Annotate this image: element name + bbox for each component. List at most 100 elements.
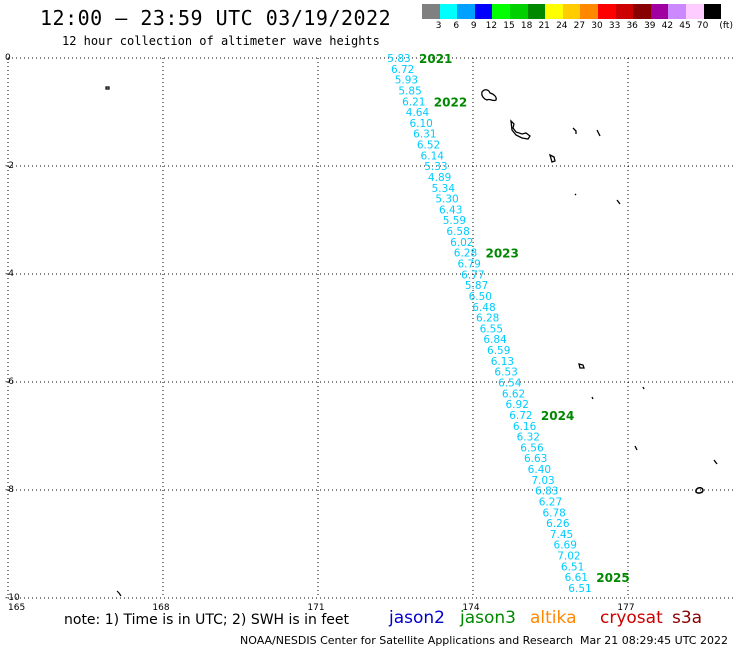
island: [713, 459, 718, 465]
swh-value: 6.50: [469, 291, 492, 303]
swh-value: 6.51: [568, 583, 591, 595]
colorbar-label: 3: [435, 21, 442, 31]
swh-value: 6.83: [535, 486, 558, 498]
hour-label: 2025: [596, 571, 629, 585]
page-subtitle: 12 hour collection of altimeter wave hei…: [62, 34, 380, 48]
colorbar-label: 12: [485, 21, 498, 31]
island: [574, 193, 577, 196]
y-tick-label: -8: [5, 485, 14, 495]
swh-value: 7.45: [550, 529, 573, 541]
swh-value: 6.31: [413, 129, 436, 141]
hour-label: 2021: [419, 52, 452, 66]
swh-value: 6.63: [524, 453, 547, 465]
colorbar-swatch: [457, 4, 475, 19]
credit-text: NOAA/NESDIS Center for Satellite Applica…: [240, 634, 574, 647]
swh-value: 6.26: [546, 518, 570, 530]
island: [548, 153, 556, 163]
tick-labels: 165 168 171 174 177 0 -2 -4 -6 -8 -10: [5, 53, 635, 613]
island: [481, 89, 497, 102]
x-tick-label: 165: [8, 603, 25, 613]
swh-value: 6.55: [480, 323, 503, 335]
island: [105, 86, 110, 90]
colorbar-swatch: [703, 4, 722, 19]
island: [642, 386, 645, 390]
swh-value: 6.10: [409, 118, 432, 130]
swh-value: 7.03: [531, 475, 554, 487]
swh-value: 6.14: [421, 150, 445, 162]
swh-value: 7.02: [557, 551, 580, 563]
page-title: 12:00 – 23:59 UTC 03/19/2022: [40, 6, 392, 30]
swh-value: 5.83: [387, 53, 410, 65]
hour-label: 2024: [541, 409, 574, 423]
swh-value: 6.79: [457, 259, 480, 271]
swh-value: 6.51: [561, 561, 584, 573]
colorbar-swatch: [545, 4, 563, 19]
x-tick-label: 174: [462, 603, 479, 613]
island: [591, 396, 594, 400]
x-tick-label: 168: [152, 603, 169, 613]
island: [695, 487, 704, 494]
swh-value: 6.78: [542, 507, 565, 519]
swh-value: 6.16: [513, 421, 537, 433]
colorbar-label: 42: [661, 21, 674, 31]
swh-value: 6.27: [539, 496, 562, 508]
y-tick-label: -6: [5, 377, 14, 387]
island: [578, 363, 585, 369]
colorbar-swatch: [562, 4, 581, 19]
swh-value: 6.61: [565, 572, 588, 584]
colorbar-swatch: [668, 4, 686, 19]
footer-note: note: 1) Time is in UTC; 2) SWH is in fe…: [64, 612, 350, 628]
colorbar-label: 27: [573, 21, 586, 31]
island-outlines: [105, 86, 718, 597]
swh-value: 4.64: [406, 107, 430, 119]
satellite-jason2: jason2: [389, 608, 445, 628]
y-tick-label: -4: [5, 269, 14, 279]
swh-value: 6.92: [506, 399, 529, 411]
colorbar-swatch: [650, 4, 669, 19]
y-tick-label: -10: [5, 593, 20, 603]
colorbar-label: 39: [644, 21, 656, 31]
swh-value: 6.72: [391, 64, 414, 76]
island: [634, 445, 638, 451]
colorbar-swatch: [633, 4, 651, 19]
satellite-s3a: s3a: [672, 608, 703, 628]
swh-value: 6.02: [450, 237, 473, 249]
swh-value: 6.72: [509, 410, 532, 422]
island: [596, 129, 601, 137]
swh-value: 6.43: [439, 204, 462, 216]
swh-value: 6.13: [491, 356, 514, 368]
island: [572, 127, 577, 134]
hour-label: 2022: [434, 95, 467, 109]
colorbar-swatch: [597, 4, 616, 19]
island: [510, 119, 531, 140]
y-tick-label: 0: [5, 53, 11, 63]
swh-value: 5.33: [424, 161, 447, 173]
grid-lines: [7, 57, 733, 599]
x-tick-label: 171: [307, 603, 324, 613]
swh-value: 6.58: [446, 226, 469, 238]
swh-value: 6.62: [502, 388, 525, 400]
colorbar-label: 30: [591, 21, 603, 31]
y-tick-label: -2: [5, 161, 14, 171]
swh-value: 5.87: [465, 280, 488, 292]
swh-track: 5.836.725.935.856.214.646.106.316.526.14…: [387, 53, 591, 595]
hour-label: 2023: [485, 247, 518, 261]
colorbar-label: (ft): [719, 21, 733, 31]
colorbar-label: 70: [696, 21, 709, 31]
x-tick-label: 177: [617, 603, 634, 613]
colorbar-label: 36: [626, 21, 638, 31]
swh-value: 6.53: [494, 367, 517, 379]
satellite-altika: altika: [530, 608, 577, 628]
colorbar-swatch: [580, 4, 598, 19]
colorbar-label: 15: [503, 21, 515, 31]
satellite-cryosat: cryosat: [600, 608, 663, 628]
colorbar-label: 45: [679, 21, 691, 31]
colorbar-label: 33: [608, 21, 621, 31]
colorbar-swatch: [615, 4, 634, 19]
colorbar-swatch: [422, 4, 440, 19]
colorbar-label: 6: [453, 21, 460, 31]
island: [616, 199, 621, 205]
colorbar-swatch: [527, 4, 546, 19]
swh-value: 6.59: [487, 345, 510, 357]
swh-value: 5.34: [432, 183, 456, 195]
